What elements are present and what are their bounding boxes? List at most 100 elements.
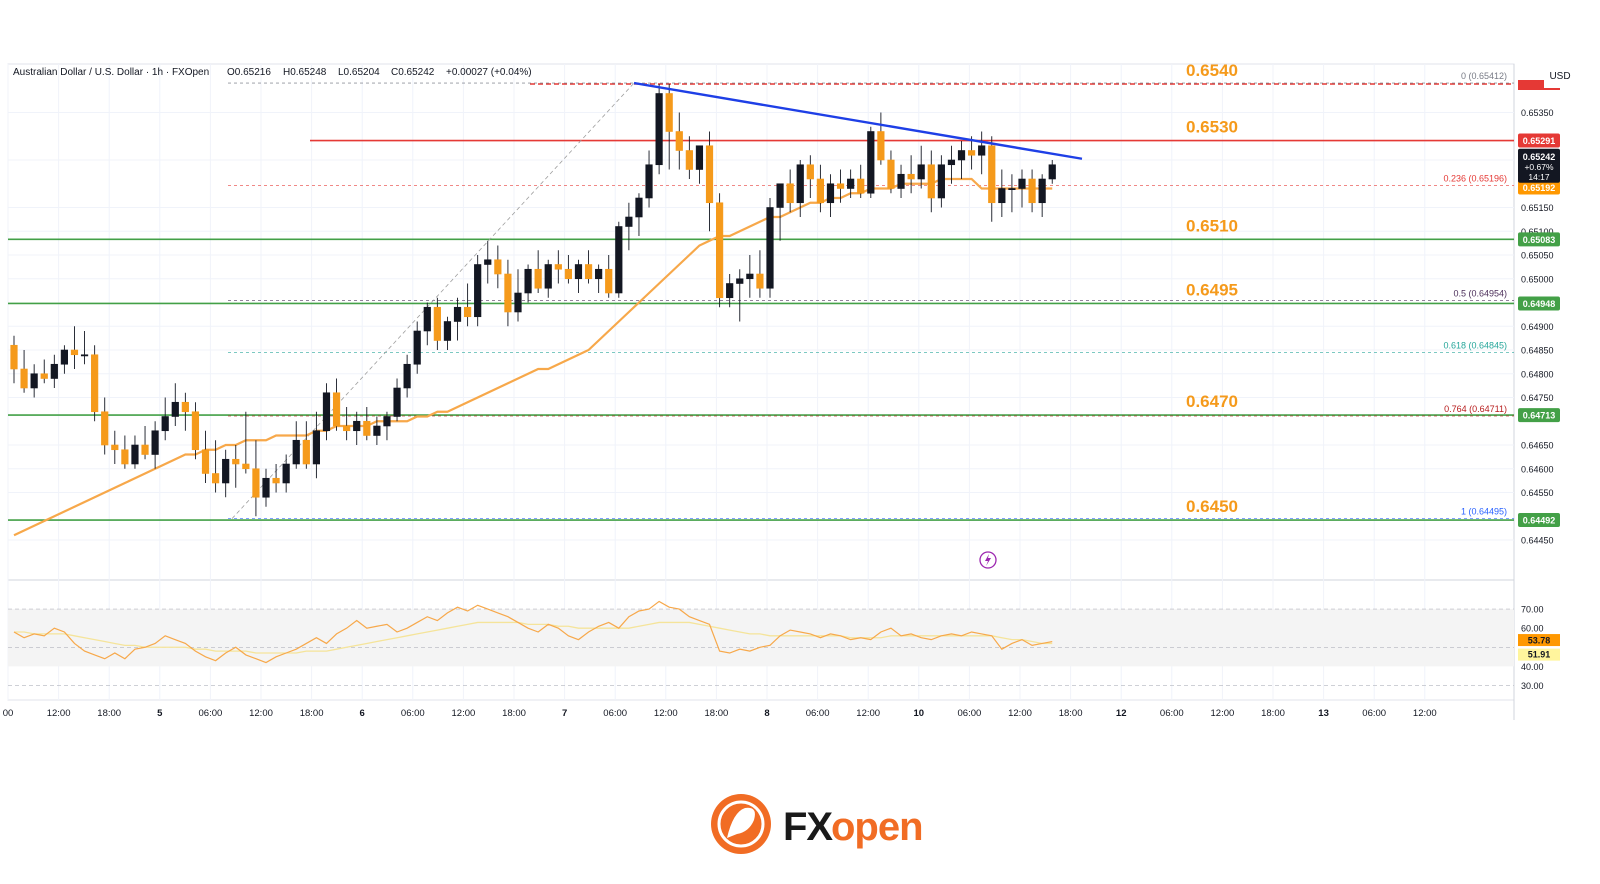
candle-body <box>80 354 89 357</box>
candle-body <box>978 145 986 156</box>
candle-body <box>212 473 220 484</box>
price-tick-label: 0.64850 <box>1521 346 1554 356</box>
candle-body <box>857 178 865 194</box>
time-tick-label: 13 <box>1318 708 1329 719</box>
rsi-band <box>8 609 1514 667</box>
candle-body <box>40 373 48 379</box>
candle-body <box>272 477 280 484</box>
level-label: 0.6530 <box>1186 118 1238 137</box>
candle-body <box>897 173 905 189</box>
trendline-blue <box>633 81 1083 160</box>
candle-body <box>796 164 804 204</box>
fib-label: 0.764 (0.64711) <box>1444 404 1507 414</box>
candle-body <box>615 226 623 294</box>
time-tick-label: 12:00 <box>654 708 678 719</box>
candle-body <box>998 188 1006 204</box>
candle-body <box>191 411 200 451</box>
price-tag-top <box>1518 80 1560 90</box>
time-tick-label: 12:00 <box>452 708 476 719</box>
price-tick-label: 0.64650 <box>1521 441 1554 451</box>
fib-label: 0 (0.65412) <box>1461 71 1507 81</box>
candle-body <box>504 273 512 313</box>
price-tag-text: 0.64492 <box>1523 516 1556 526</box>
candle-body <box>20 368 28 389</box>
candle-body <box>373 425 381 436</box>
candle-body <box>403 363 411 389</box>
candle-body <box>312 430 321 465</box>
rsi-line <box>13 600 1053 664</box>
candle-body <box>101 411 109 446</box>
candle-body <box>60 349 68 365</box>
candle-body <box>201 449 210 474</box>
candle-body <box>816 178 824 204</box>
candle-body <box>685 150 693 170</box>
candle-body <box>453 306 462 322</box>
chart-header-high: H0.65248 <box>283 67 327 78</box>
level-label: 0.6450 <box>1186 497 1238 516</box>
candle-body <box>564 268 572 280</box>
candle-body <box>30 373 38 389</box>
price-tag-bg <box>1518 296 1560 311</box>
candle-body <box>282 463 290 484</box>
time-tick-label: 10 <box>914 708 925 719</box>
candle-body <box>947 159 956 166</box>
time-tick-label: 06:00 <box>401 708 425 719</box>
fib-label: 1 (0.64495) <box>1461 507 1507 517</box>
candle-body <box>121 449 129 465</box>
price-tick-label: 0.65050 <box>1521 251 1554 261</box>
price-tag-bg <box>1518 180 1560 195</box>
time-tick-label: 7 <box>562 708 567 719</box>
candle-body <box>776 183 784 208</box>
candle-body <box>151 430 159 455</box>
candle-body <box>937 164 945 199</box>
candle-body <box>736 278 744 284</box>
candle-body <box>746 273 754 280</box>
candle-body <box>1018 178 1026 189</box>
candle-body <box>222 458 230 484</box>
candle-body <box>50 363 58 379</box>
last-price-value: 0.65242 <box>1523 152 1556 162</box>
price-axis: 0.653500.652500.651500.651000.650500.650… <box>979 80 1560 569</box>
chart-header-close: C0.65242 <box>391 67 435 78</box>
time-tick-label: 18:00 <box>705 708 729 719</box>
candle-body <box>292 439 300 465</box>
chart-header-symbol: Australian Dollar / U.S. Dollar · 1h · F… <box>13 67 209 78</box>
candle-body <box>766 207 774 289</box>
price-tick-label: 0.65150 <box>1521 203 1554 213</box>
time-tick-label: 00 <box>3 708 14 719</box>
time-tick-label: 6 <box>360 708 365 719</box>
candle-body <box>131 444 139 465</box>
last-price-countdown: 14:17 <box>1528 172 1550 182</box>
lightning-icon <box>979 551 997 569</box>
candle-body <box>836 183 845 189</box>
candle-body <box>322 392 331 432</box>
time-tick-label: 06:00 <box>1160 708 1184 719</box>
time-tick-label: 18:00 <box>1059 708 1083 719</box>
chart-header-change: +0.00027 (+0.04%) <box>446 67 532 78</box>
rsi-tick-label: 70.00 <box>1521 605 1544 615</box>
candle-body <box>343 425 351 432</box>
candle-body <box>534 268 542 289</box>
candle-body <box>756 273 764 289</box>
last-price-change: +0.67% <box>1524 162 1554 172</box>
candle-body <box>544 264 552 289</box>
price-tag-text: 0.65291 <box>1523 136 1556 146</box>
price-tick-label: 0.64600 <box>1521 464 1554 474</box>
logo-open: open <box>831 805 923 849</box>
time-tick-label: 06:00 <box>199 708 223 719</box>
candle-body <box>917 164 925 180</box>
logo-fx: FX <box>783 805 833 849</box>
price-tick-label: 0.65100 <box>1521 227 1554 237</box>
time-tick-label: 06:00 <box>1362 708 1386 719</box>
price-tag-text: 0.65083 <box>1523 235 1556 245</box>
candle-body <box>10 344 18 370</box>
price-tick-label: 0.65350 <box>1521 108 1554 118</box>
level-label: 0.6510 <box>1186 216 1238 235</box>
fib-label: 0.5 (0.64954) <box>1453 289 1507 299</box>
time-tick-label: 06:00 <box>603 708 627 719</box>
candle-body <box>332 392 341 427</box>
candle-body <box>262 477 270 498</box>
time-tick-label: 18:00 <box>300 708 324 719</box>
price-tag-text: 0.65192 <box>1523 183 1556 193</box>
